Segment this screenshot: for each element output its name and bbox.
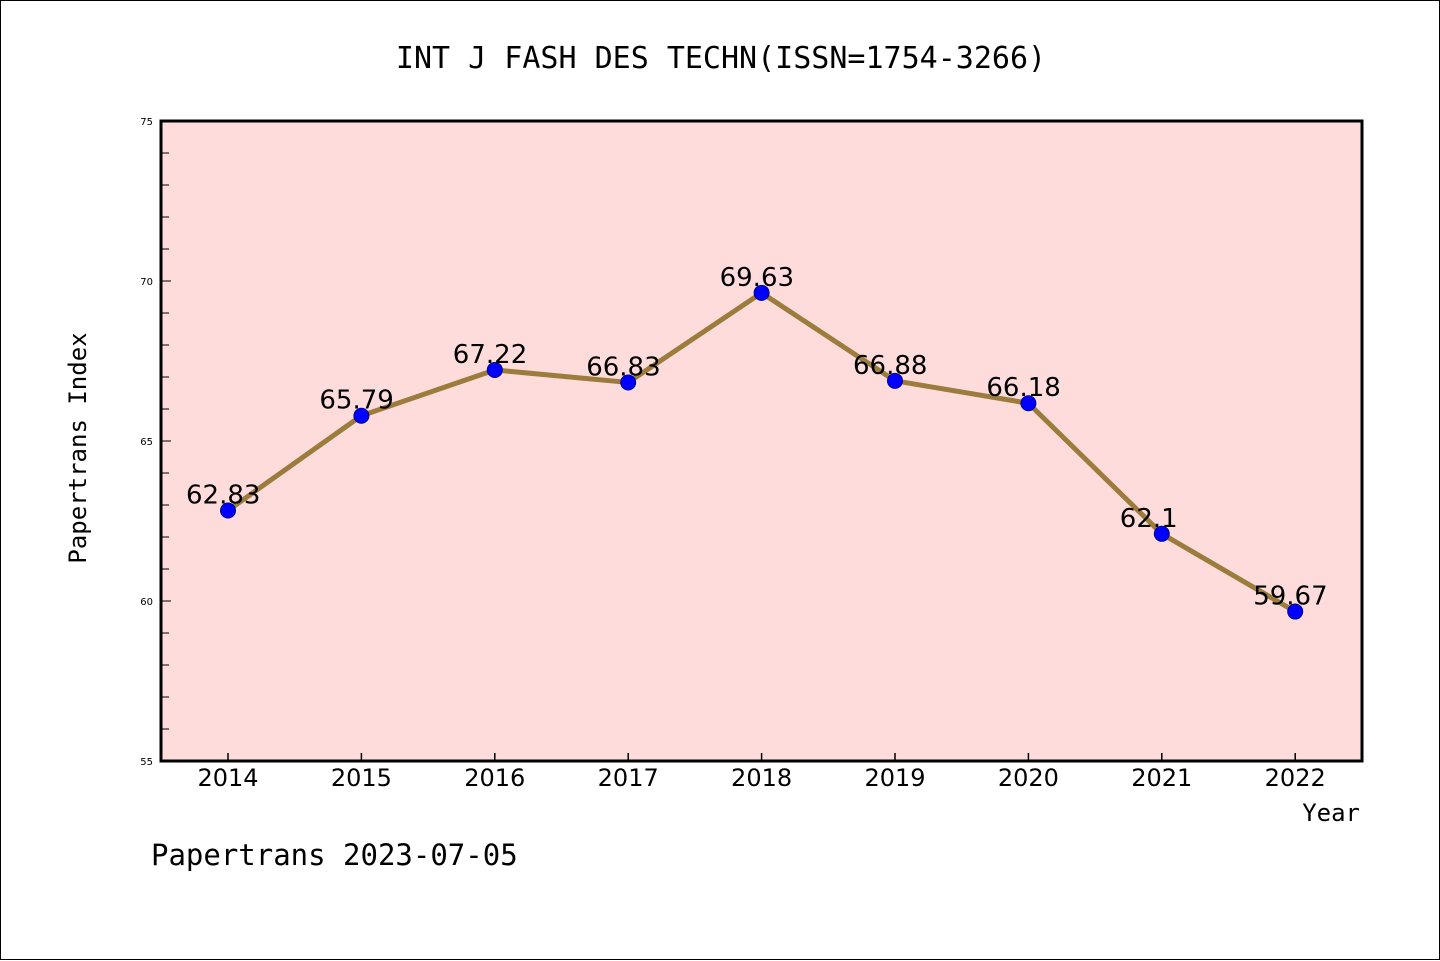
data-label: 66.18 [986, 373, 1060, 403]
y-axis-ticks: 55 60 65 70 75 [140, 117, 171, 768]
data-point [353, 407, 370, 424]
data-label: 69.63 [720, 263, 794, 293]
data-label: 62.1 [1120, 504, 1178, 534]
data-label: 65.79 [319, 386, 393, 416]
data-point [753, 284, 770, 301]
x-tick-label: 2018 [731, 764, 792, 792]
x-axis-label: Year [1302, 799, 1360, 827]
x-tick-label: 2015 [331, 764, 392, 792]
x-tick-label: 2016 [464, 764, 525, 792]
y-tick-label: 60 [140, 597, 153, 608]
x-tick-label: 2017 [598, 764, 659, 792]
x-tick-label: 2022 [1265, 764, 1326, 792]
x-tick-label: 2020 [998, 764, 1059, 792]
y-tick-label: 70 [140, 277, 153, 288]
data-label: 66.88 [853, 351, 927, 381]
data-point [486, 361, 503, 378]
data-label: 62.83 [186, 480, 260, 510]
data-point [1020, 395, 1037, 412]
series-layer: 62.83 65.79 67.22 66.83 69.63 66.88 66.18 62.1 5… [186, 263, 1328, 620]
x-tick-label: 2021 [1131, 764, 1192, 792]
data-point [887, 372, 903, 389]
data-label: 59.67 [1253, 582, 1327, 612]
data-point [1287, 603, 1304, 620]
x-tick-label: 2019 [864, 764, 925, 792]
y-axis-label: Papertrans Index [64, 332, 92, 563]
y-tick-label: 75 [140, 117, 153, 128]
chart-title: INT J FASH DES TECHN(ISSN=1754-3266) [396, 41, 1046, 76]
footer-text: Papertrans 2023-07-05 [151, 838, 518, 872]
y-tick-label: 65 [140, 437, 153, 448]
data-label: 67.22 [453, 340, 527, 370]
y-tick-label: 55 [140, 757, 153, 768]
data-point [620, 374, 637, 391]
plot-area [159, 119, 1364, 763]
data-point [1153, 525, 1170, 542]
x-axis-ticks: 2014 2015 2016 2017 2018 2019 2020 2021 2022 [197, 753, 1326, 792]
data-point [220, 502, 236, 519]
x-tick-label: 2014 [197, 764, 258, 792]
data-label: 66.83 [586, 352, 660, 382]
